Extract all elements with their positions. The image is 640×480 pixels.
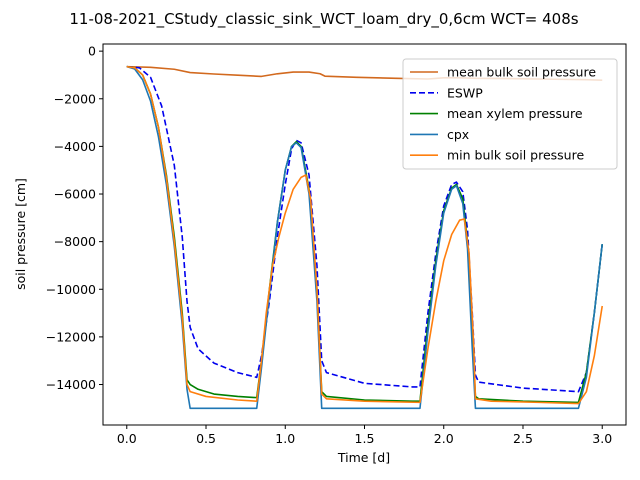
y-tick-label: −8000 <box>54 234 96 249</box>
y-tick-label: −10000 <box>46 282 96 297</box>
series-layer <box>126 65 604 410</box>
x-tick-label: 2.5 <box>513 431 533 446</box>
chart-title: 11-08-2021_CStudy_classic_sink_WCT_loam_… <box>69 10 578 29</box>
x-axis-ticks: 0.0 0.5 1.0 1.5 2.0 2.5 3.0 <box>117 425 612 446</box>
y-tick-label: −14000 <box>46 377 96 392</box>
legend-label: cpx <box>447 127 469 142</box>
x-axis-label: Time [d] <box>337 450 390 465</box>
legend: mean bulk soil pressure ESWP mean xylem pr… <box>402 58 618 170</box>
x-tick-label: 1.0 <box>275 431 295 446</box>
y-tick-label: −6000 <box>54 187 96 202</box>
legend-label: ESWP <box>447 85 483 100</box>
legend-box <box>402 58 618 170</box>
y-tick-label: 0 <box>88 44 96 59</box>
y-tick-label: −2000 <box>54 91 96 106</box>
legend-label: mean bulk soil pressure <box>447 65 596 80</box>
legend-label: mean xylem pressure <box>447 106 583 121</box>
plot-border <box>102 43 627 426</box>
y-tick-label: −12000 <box>46 329 96 344</box>
series-line-min-bulk-soil-pressure <box>126 65 604 405</box>
x-tick-label: 3.0 <box>592 431 612 446</box>
y-axis-ticks: 0 −2000 −4000 −6000 −8000 −10000 −12000 −14000 <box>46 44 103 392</box>
x-tick-label: 1.5 <box>355 431 375 446</box>
y-tick-label: −4000 <box>54 139 96 154</box>
y-axis-label: soil pressure [cm] <box>13 178 28 290</box>
x-tick-label: 0.5 <box>196 431 216 446</box>
x-tick-label: 0.0 <box>117 431 137 446</box>
legend-label: min bulk soil pressure <box>447 148 584 163</box>
x-tick-label: 2.0 <box>434 431 454 446</box>
